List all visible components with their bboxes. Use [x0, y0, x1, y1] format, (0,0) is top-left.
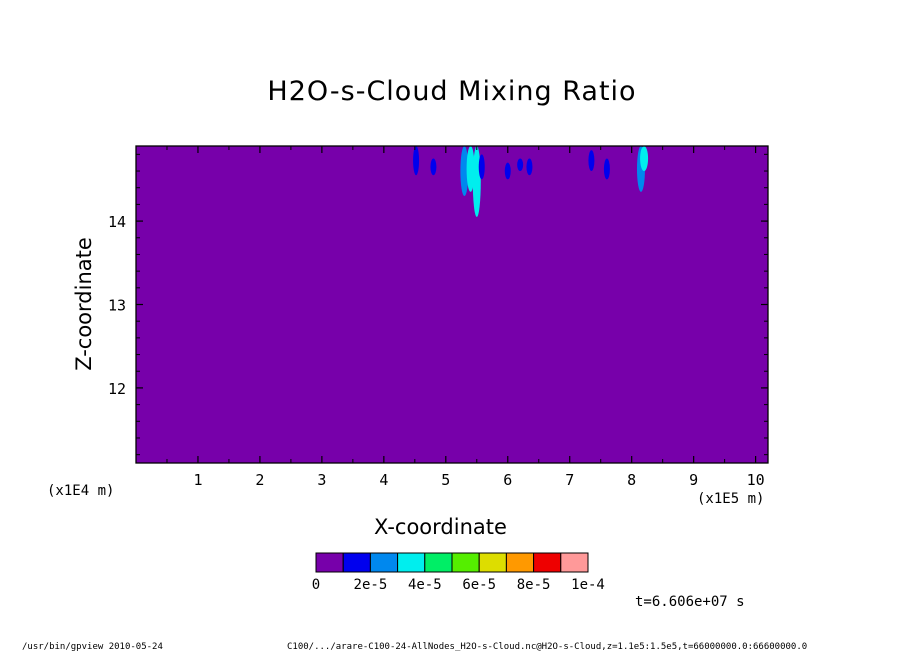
- cloud-feature-7: [517, 158, 524, 172]
- y-axis-unit: (x1E4 m): [47, 483, 115, 499]
- x-tick-label-3: 3: [317, 471, 326, 489]
- x-tick-label-8: 8: [627, 471, 636, 489]
- x-tick-label-1: 1: [193, 471, 202, 489]
- cloud-feature-3: [466, 146, 475, 192]
- cloud-features: [413, 146, 649, 217]
- colorbar-tick-label-1: 2e-5: [353, 577, 388, 593]
- y-tick-label-14: 14: [108, 213, 126, 231]
- x-tick-label-2: 2: [255, 471, 264, 489]
- footer-left: /usr/bin/gpview 2010-05-24: [22, 642, 163, 652]
- y-tick-label-13: 13: [108, 297, 126, 315]
- colorbar-swatch-0: [315, 552, 344, 573]
- x-tick-label-10: 10: [747, 471, 765, 489]
- colorbar-swatch-1: [342, 552, 371, 573]
- colorbar-swatch-7: [505, 552, 535, 573]
- colorbar-swatch-4: [424, 552, 453, 573]
- x-tick-label-7: 7: [565, 471, 574, 489]
- colorbar-tick-label-5: 1e-4: [571, 577, 605, 593]
- colorbar-tick-label-4: 8e-5: [516, 577, 551, 593]
- footer-right: C100/.../arare-C100-24-AllNodes_H2O-s-Cl…: [287, 642, 808, 652]
- cloud-feature-2: [460, 146, 469, 197]
- x-tick-label-6: 6: [503, 471, 512, 489]
- cloud-feature-9: [588, 150, 595, 172]
- y-tick-label-12: 12: [108, 380, 126, 398]
- colorbar-swatch-9: [560, 552, 589, 573]
- cloud-feature-6: [504, 162, 511, 180]
- colorbar-tick-label-2: 4e-5: [407, 577, 442, 593]
- cloud-feature-12: [640, 146, 649, 172]
- x-tick-label-9: 9: [689, 471, 698, 489]
- cloud-feature-8: [526, 158, 533, 176]
- y-axis-label: Z-coordinate: [72, 237, 96, 371]
- cloud-feature-0: [413, 146, 420, 176]
- plot-area: [136, 146, 768, 463]
- chart-title: H2O-s-Cloud Mixing Ratio: [267, 76, 637, 107]
- x-axis-label: X-coordinate: [374, 515, 507, 539]
- x-tick-label-5: 5: [441, 471, 450, 489]
- cloud-feature-4: [472, 146, 481, 217]
- colorbar-swatch-6: [478, 552, 507, 573]
- colorbar-swatch-3: [397, 552, 426, 573]
- colorbar: [315, 552, 589, 573]
- colorbar-swatch-5: [451, 552, 480, 573]
- x-tick-label-4: 4: [379, 471, 388, 489]
- time-label: t=6.606e+07 s: [635, 594, 745, 610]
- colorbar-swatch-2: [369, 552, 399, 573]
- cloud-feature-1: [430, 158, 437, 176]
- cloud-feature-10: [603, 158, 610, 180]
- colorbar-tick-label-3: 6e-5: [462, 577, 497, 593]
- colorbar-swatch-8: [533, 552, 562, 573]
- x-axis-unit: (x1E5 m): [697, 491, 765, 507]
- cloud-feature-5: [478, 154, 485, 180]
- colorbar-tick-label-0: 0: [311, 577, 321, 593]
